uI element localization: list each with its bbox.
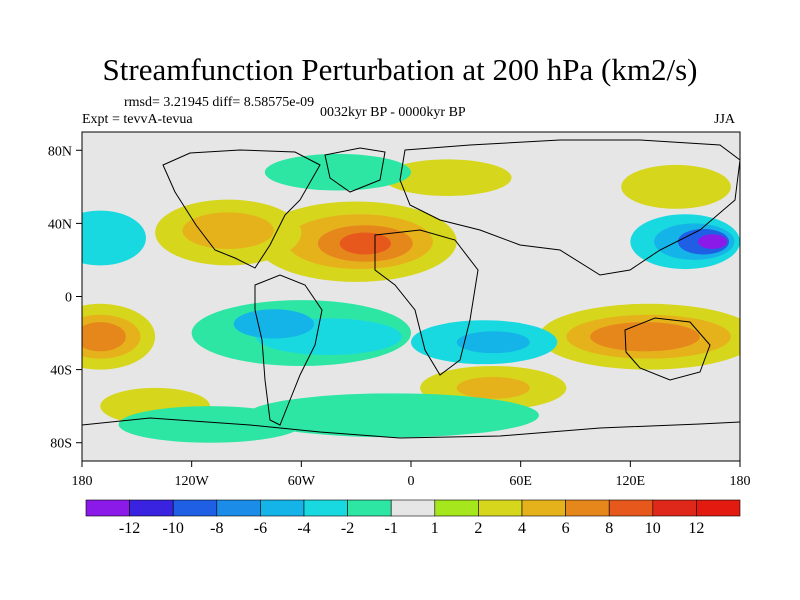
colorbar-label: 4 — [518, 520, 526, 537]
contour-blob — [697, 234, 728, 249]
contour-blobs — [82, 153, 740, 443]
coastlines — [82, 139, 740, 439]
colorbar-swatch — [172, 499, 218, 517]
map-title: Streamfunction Perturbation at 200 hPa (… — [102, 52, 698, 87]
stats-text: rmsd= 3.21945 diff= 8.58575e-09 — [124, 95, 315, 110]
colorbar-swatch — [260, 499, 305, 517]
coast-eurasia — [399, 139, 740, 276]
contour-blob — [456, 331, 530, 354]
contour-blob — [621, 164, 731, 209]
colorbar-swatch — [303, 499, 348, 517]
coast-australia — [624, 317, 711, 381]
contour-blob — [118, 406, 302, 443]
contour-blob — [590, 322, 700, 352]
coast-antarctica — [82, 417, 740, 439]
colorbar-swatch — [129, 499, 174, 517]
longitude-axis: 180 120W 60W 0 60E 120E 180 — [72, 461, 751, 489]
contour-blob — [182, 212, 274, 249]
colorbar-swatch — [85, 499, 130, 517]
latitude-axis: 80N 40N 0 40S 80S — [48, 144, 82, 452]
colorbar: -12 -10 -8 -6 -4 -2 -1 1 2 4 6 8 10 12 — [85, 499, 741, 537]
contour-blob — [383, 159, 512, 196]
lat-tick-label: 0 — [65, 291, 72, 306]
period-label: 0032kyr BP - 0000kyr BP — [320, 105, 466, 120]
colorbar-label: 8 — [605, 520, 613, 537]
colorbar-swatch — [521, 499, 566, 517]
colorbar-label: 10 — [645, 520, 661, 537]
experiment-label: Expt = tevvA-tevua — [82, 112, 193, 127]
colorbar-swatch — [347, 499, 392, 517]
colorbar-label: 2 — [474, 520, 482, 537]
lat-tick-label: 40S — [50, 364, 72, 379]
coast-north-america — [162, 149, 321, 269]
colorbar-label: -4 — [297, 520, 310, 537]
colorbar-label: -8 — [210, 520, 223, 537]
lon-tick-label: 180 — [72, 474, 93, 489]
contour-blob — [246, 393, 539, 438]
colorbar-label: 6 — [562, 520, 570, 537]
colorbar-swatch — [608, 499, 654, 517]
colorbar-label: -6 — [254, 520, 267, 537]
contour-blob — [264, 153, 411, 191]
colorbar-label: -12 — [119, 520, 140, 537]
lat-tick-label: 80N — [48, 144, 72, 159]
season-label: JJA — [714, 112, 736, 127]
contour-blob — [456, 376, 530, 399]
colorbar-swatch — [434, 499, 479, 517]
coast-africa — [374, 229, 479, 376]
contour-blob — [82, 322, 126, 352]
contour-blob — [233, 309, 315, 339]
lon-tick-label: 120W — [175, 474, 210, 489]
contour-field — [82, 132, 740, 461]
lon-tick-label: 60E — [509, 474, 532, 489]
lon-tick-label: 120E — [616, 474, 646, 489]
lat-tick-label: 80S — [50, 437, 72, 452]
colorbar-label: -1 — [385, 520, 398, 537]
colorbar-label: -10 — [163, 520, 184, 537]
contour-blob — [339, 232, 391, 255]
colorbar-swatch — [390, 499, 436, 517]
lon-tick-label: 60W — [288, 474, 316, 489]
colorbar-label: 12 — [688, 520, 704, 537]
colorbar-label: -2 — [341, 520, 354, 537]
lon-tick-label: 0 — [408, 474, 415, 489]
coast-greenland — [324, 147, 386, 193]
colorbar-label: 1 — [431, 520, 439, 537]
lon-tick-label: 180 — [730, 474, 751, 489]
contour-blob — [82, 210, 146, 266]
colorbar-swatch — [652, 499, 697, 517]
lat-tick-label: 40N — [48, 217, 72, 232]
colorbar-swatch — [565, 499, 610, 517]
colorbar-swatch — [216, 499, 261, 517]
colorbar-swatch — [696, 499, 741, 517]
coast-south-america — [254, 274, 323, 426]
colorbar-swatch — [478, 499, 523, 517]
